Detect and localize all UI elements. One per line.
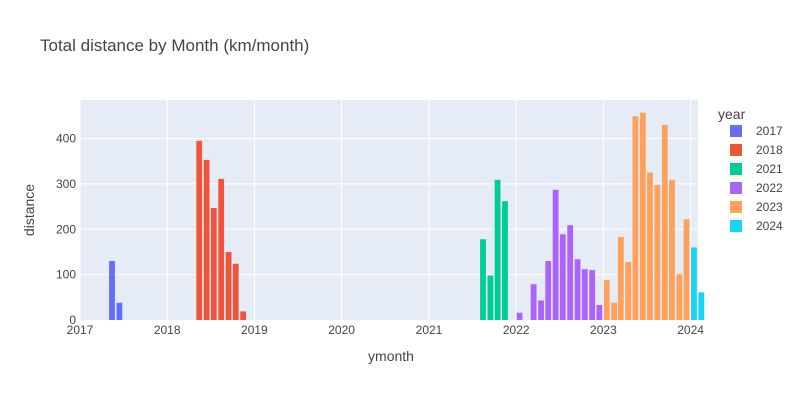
legend: 2017 2018 2021 2022 2023 2024 xyxy=(730,124,783,233)
bar-2018-2018-06[interactable] xyxy=(203,159,210,320)
bar-2023-2023-07[interactable] xyxy=(647,172,653,320)
x-axis-ticks: 2017 2018 2019 2020 2021 2022 2023 2024 xyxy=(67,323,705,337)
bar-2022-2022-03[interactable] xyxy=(530,284,537,320)
legend-label-2021[interactable]: 2021 xyxy=(756,162,783,176)
bar-2022-2022-06[interactable] xyxy=(552,189,559,320)
bar-2022-2022-09[interactable] xyxy=(574,259,581,320)
x-tick-label: 2019 xyxy=(241,323,268,337)
x-tick-label: 2021 xyxy=(416,323,443,337)
bar-2018-2018-08[interactable] xyxy=(218,178,225,320)
x-tick-label: 2024 xyxy=(677,323,704,337)
bar-2022-2022-10[interactable] xyxy=(581,269,588,320)
y-axis-title: distance xyxy=(21,184,37,236)
bar-2022-2022-08[interactable] xyxy=(567,225,574,320)
x-axis-title: ymonth xyxy=(368,348,414,364)
legend-swatch-2017[interactable] xyxy=(730,125,742,137)
bar-2017-2017-06[interactable] xyxy=(116,302,123,320)
bar-2021-2021-11[interactable] xyxy=(502,201,508,320)
x-tick-label: 2022 xyxy=(503,323,530,337)
x-tick-label: 2018 xyxy=(154,323,181,337)
y-axis-ticks: 0 100 200 300 400 xyxy=(56,132,76,327)
y-tick-label: 300 xyxy=(56,177,76,191)
y-tick-label: 100 xyxy=(56,268,76,282)
bar-2022-2022-07[interactable] xyxy=(559,234,566,320)
bar-2023-2023-03[interactable] xyxy=(617,236,624,320)
bar-2022-2022-05[interactable] xyxy=(545,261,552,320)
bar-2023-2023-02[interactable] xyxy=(611,302,618,320)
bar-2022-2022-04[interactable] xyxy=(538,300,544,320)
bar-2024-2024-02[interactable] xyxy=(698,292,705,320)
bar-2023-2023-06[interactable] xyxy=(639,112,646,320)
bar-2023-2023-08[interactable] xyxy=(654,184,661,320)
bar-2018-2018-10[interactable] xyxy=(232,263,239,320)
bar-2023-2023-04[interactable] xyxy=(625,261,632,320)
legend-swatch-2021[interactable] xyxy=(730,163,742,175)
bar-2023-2023-09[interactable] xyxy=(661,124,668,320)
legend-label-2023[interactable]: 2023 xyxy=(756,200,783,214)
legend-label-2018[interactable]: 2018 xyxy=(756,143,783,157)
legend-label-2017[interactable]: 2017 xyxy=(756,124,783,138)
y-tick-label: 200 xyxy=(56,222,76,236)
bar-2018-2018-07[interactable] xyxy=(210,207,217,320)
bar-2022-2022-01[interactable] xyxy=(516,312,523,320)
bar-2018-2018-05[interactable] xyxy=(196,140,203,320)
bar-2023-2023-05[interactable] xyxy=(632,116,639,320)
bar-2024-2024-01[interactable] xyxy=(691,247,697,320)
bar-2021-2021-10[interactable] xyxy=(494,179,501,320)
bar-2023-2023-01[interactable] xyxy=(603,280,610,320)
x-tick-label: 2023 xyxy=(590,323,617,337)
legend-title: year xyxy=(718,106,746,122)
bar-2023-2023-11[interactable] xyxy=(676,274,683,320)
chart-title: Total distance by Month (km/month) xyxy=(40,36,309,55)
bar-2023-2023-10[interactable] xyxy=(669,179,675,320)
legend-swatch-2023[interactable] xyxy=(730,201,742,213)
bar-2022-2022-12[interactable] xyxy=(596,305,603,320)
bar-2018-2018-11[interactable] xyxy=(240,311,247,320)
y-tick-label: 0 xyxy=(69,313,76,327)
legend-swatch-2018[interactable] xyxy=(730,144,742,156)
x-tick-label: 2017 xyxy=(67,323,94,337)
legend-label-2022[interactable]: 2022 xyxy=(756,181,783,195)
bars xyxy=(109,112,705,320)
x-tick-label: 2020 xyxy=(328,323,355,337)
legend-label-2024[interactable]: 2024 xyxy=(756,219,783,233)
bar-2023-2023-12[interactable] xyxy=(683,219,690,320)
y-tick-label: 400 xyxy=(56,132,76,146)
bar-2021-2021-09[interactable] xyxy=(487,275,494,320)
legend-swatch-2024[interactable] xyxy=(730,220,742,232)
bar-2018-2018-09[interactable] xyxy=(225,251,232,320)
bar-2021-2021-08[interactable] xyxy=(480,239,486,320)
bar-2017-2017-05[interactable] xyxy=(109,261,115,320)
bar-2022-2022-11[interactable] xyxy=(589,270,596,320)
legend-swatch-2022[interactable] xyxy=(730,182,742,194)
gridlines xyxy=(79,100,698,320)
